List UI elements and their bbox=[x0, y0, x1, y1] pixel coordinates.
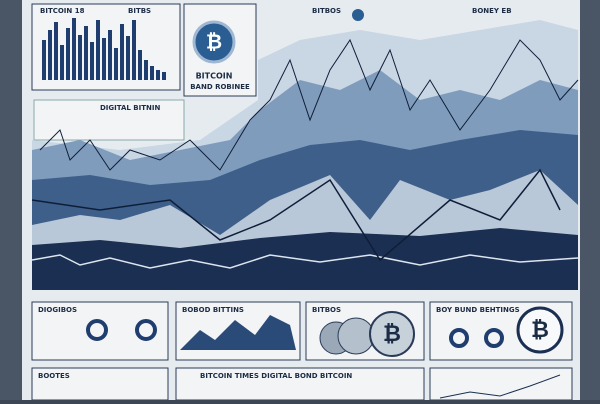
logo-glyph: ₿ bbox=[206, 30, 222, 54]
panel-tag: BITBS bbox=[128, 7, 151, 15]
panel-title: DIOGIBOS bbox=[38, 306, 77, 314]
panel-group bbox=[31, 301, 573, 401]
panel-title: BOBOD BITTINS bbox=[182, 306, 244, 314]
panel bbox=[33, 99, 185, 141]
footer-title: BOOTES bbox=[38, 372, 70, 380]
svg-text:₿: ₿ bbox=[531, 318, 549, 343]
line-decoration bbox=[39, 38, 579, 171]
svg-text:₿: ₿ bbox=[383, 322, 401, 347]
footer-title: BITCOIN TIMES DIGITAL BOND BITCOIN bbox=[200, 372, 352, 380]
line-decoration bbox=[439, 374, 561, 399]
logo-title: BITCOIN bbox=[196, 72, 233, 81]
area-decoration bbox=[180, 315, 296, 350]
icon bbox=[352, 9, 364, 21]
line-decoration bbox=[31, 168, 561, 262]
panel-tag: BONEY EB bbox=[472, 7, 512, 15]
bitcoin-logo bbox=[192, 20, 236, 64]
coin-group: ₿ ₿ bbox=[319, 306, 564, 357]
panel-title: BITCOIN 18 bbox=[40, 7, 85, 15]
panel-title: BOY BUND BEHTINGS bbox=[436, 306, 520, 314]
panel-title: BITBOS bbox=[312, 306, 341, 314]
area-decoration bbox=[32, 228, 578, 290]
panel-title: DIGITAL BITNIN bbox=[100, 104, 160, 112]
line-decoration bbox=[31, 254, 579, 269]
logo-subtitle: BAND ROBINEE bbox=[190, 83, 250, 91]
panel-tag: BITBOS bbox=[312, 7, 341, 15]
ring-decoration bbox=[86, 319, 504, 348]
bar-decoration bbox=[42, 18, 166, 80]
